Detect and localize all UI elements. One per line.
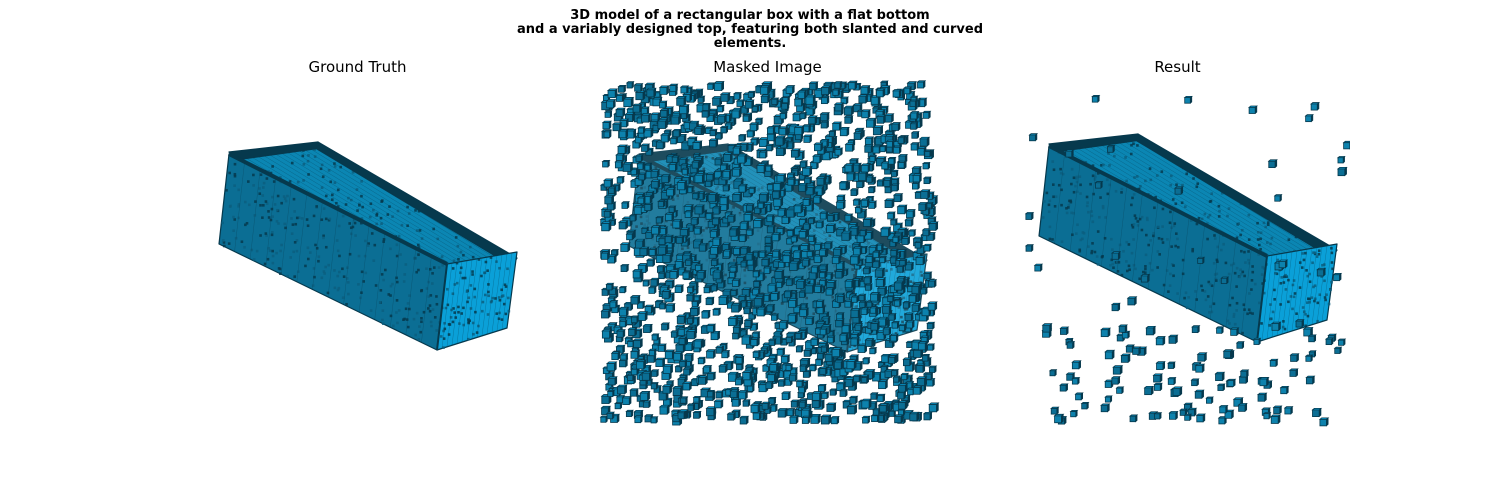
voxel-render-masked-image bbox=[599, 80, 940, 426]
figure-title-line-2: and a variably designed top, featuring b… bbox=[516, 22, 984, 37]
panel-title-masked-image: Masked Image bbox=[713, 58, 822, 76]
panel-title-ground-truth: Ground Truth bbox=[308, 58, 407, 76]
figure-title-line-3: elements. bbox=[713, 36, 787, 51]
figure-title: 3D model of a rectangular box with a fla… bbox=[0, 9, 1500, 51]
figure-title-line-1: 3D model of a rectangular box with a fla… bbox=[570, 8, 930, 23]
voxel-render-ground-truth bbox=[218, 141, 518, 351]
panel-result: Result bbox=[1005, 58, 1350, 438]
panel-masked-image: Masked Image bbox=[595, 58, 940, 438]
panel-ground-truth: Ground Truth bbox=[185, 58, 530, 438]
panel-title-result: Result bbox=[1154, 58, 1201, 76]
voxel-render-result bbox=[1024, 94, 1350, 427]
